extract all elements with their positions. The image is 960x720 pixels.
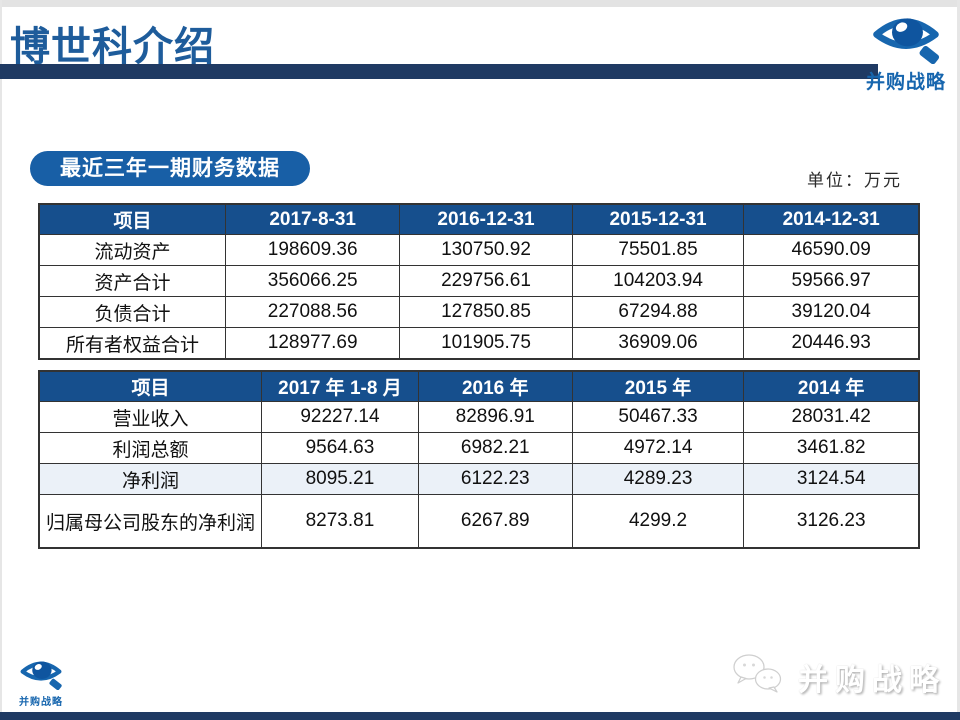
- column-header: 2017-8-31: [225, 203, 401, 235]
- page-top-strip: [0, 0, 960, 7]
- cell-value: 229756.61: [399, 265, 573, 297]
- column-header: 2015-12-31: [571, 203, 745, 235]
- cell-value: 59566.97: [743, 265, 920, 297]
- cell-value: 8095.21: [261, 463, 419, 495]
- row-label: 营业收入: [38, 401, 263, 433]
- cell-value: 198609.36: [225, 234, 401, 266]
- cell-value: 8273.81: [261, 494, 419, 549]
- table-row: 负债合计 227088.56 127850.85 67294.88 39120.…: [38, 296, 920, 328]
- tables-area: 项目 2017-8-31 2016-12-31 2015-12-31 2014-…: [38, 203, 920, 549]
- cell-value: 20446.93: [743, 327, 920, 360]
- table-row-highlighted: 净利润 8095.21 6122.23 4289.23 3124.54: [38, 463, 920, 495]
- table-header-row: 项目 2017-8-31 2016-12-31 2015-12-31 2014-…: [38, 203, 920, 235]
- table-row: 所有者权益合计 128977.69 101905.75 36909.06 204…: [38, 327, 920, 360]
- table-row: 流动资产 198609.36 130750.92 75501.85 46590.…: [38, 234, 920, 266]
- title-underline-bar: [0, 64, 878, 79]
- column-header: 2014 年: [743, 370, 920, 402]
- page-title: 博世科介绍: [10, 25, 215, 69]
- cell-value: 4289.23: [571, 463, 745, 495]
- cell-value: 6122.23: [417, 463, 573, 495]
- brand-logo: 并购战略: [858, 8, 954, 94]
- cell-value: 82896.91: [417, 401, 573, 433]
- table-row: 资产合计 356066.25 229756.61 104203.94 59566…: [38, 265, 920, 297]
- cell-value: 6267.89: [417, 494, 573, 549]
- wechat-icon: [730, 652, 786, 701]
- column-header: 项目: [38, 203, 227, 235]
- column-header: 2017 年 1-8 月: [261, 370, 419, 402]
- row-label: 资产合计: [38, 265, 227, 297]
- row-label: 所有者权益合计: [38, 327, 227, 360]
- column-header: 项目: [38, 370, 263, 402]
- cell-value: 67294.88: [571, 296, 745, 328]
- cell-value: 36909.06: [571, 327, 745, 360]
- cell-value: 6982.21: [417, 432, 573, 464]
- unit-label: 单位：万元: [807, 171, 902, 191]
- eye-magnifier-logo-icon: [18, 661, 64, 694]
- table-row: 归属母公司股东的净利润 8273.81 6267.89 4299.2 3126.…: [38, 494, 920, 549]
- cell-value: 3124.54: [743, 463, 920, 495]
- income-statement-table: 项目 2017 年 1-8 月 2016 年 2015 年 2014 年 营业收…: [38, 370, 920, 549]
- cell-value: 75501.85: [571, 234, 745, 266]
- cell-value: 46590.09: [743, 234, 920, 266]
- cell-value: 128977.69: [225, 327, 401, 360]
- table-header-row: 项目 2017 年 1-8 月 2016 年 2015 年 2014 年: [38, 370, 920, 402]
- row-label: 净利润: [38, 463, 263, 495]
- eye-magnifier-logo-icon: [869, 18, 943, 68]
- cell-value: 3126.23: [743, 494, 920, 549]
- footer-brand-logo-text: 并购战略: [19, 697, 63, 708]
- table-row: 利润总额 9564.63 6982.21 4972.14 3461.82: [38, 432, 920, 464]
- cell-value: 28031.42: [743, 401, 920, 433]
- cell-value: 3461.82: [743, 432, 920, 464]
- page-left-strip: [0, 0, 2, 720]
- cell-value: 104203.94: [571, 265, 745, 297]
- table-row: 营业收入 92227.14 82896.91 50467.33 28031.42: [38, 401, 920, 433]
- footer-navy-bar: [0, 712, 960, 720]
- section-badge: 最近三年一期财务数据: [30, 151, 310, 186]
- balance-sheet-table: 项目 2017-8-31 2016-12-31 2015-12-31 2014-…: [38, 203, 920, 360]
- cell-value: 4972.14: [571, 432, 745, 464]
- cell-value: 92227.14: [261, 401, 419, 433]
- cell-value: 39120.04: [743, 296, 920, 328]
- column-header: 2016-12-31: [399, 203, 573, 235]
- cell-value: 4299.2: [571, 494, 745, 549]
- cell-value: 127850.85: [399, 296, 573, 328]
- row-label: 负债合计: [38, 296, 227, 328]
- cell-value: 101905.75: [399, 327, 573, 360]
- column-header: 2014-12-31: [743, 203, 920, 235]
- cell-value: 227088.56: [225, 296, 401, 328]
- cell-value: 356066.25: [225, 265, 401, 297]
- wechat-watermark: 并购战略: [730, 652, 946, 701]
- cell-value: 50467.33: [571, 401, 745, 433]
- row-label: 流动资产: [38, 234, 227, 266]
- row-label: 归属母公司股东的净利润: [38, 494, 263, 549]
- column-header: 2015 年: [571, 370, 745, 402]
- cell-value: 9564.63: [261, 432, 419, 464]
- page-right-strip: [957, 0, 960, 720]
- column-header: 2016 年: [417, 370, 573, 402]
- row-label: 利润总额: [38, 432, 263, 464]
- watermark-text: 并购战略: [798, 663, 946, 697]
- cell-value: 130750.92: [399, 234, 573, 266]
- brand-logo-text: 并购战略: [865, 72, 946, 93]
- footer-brand-logo: 并购战略: [9, 655, 73, 708]
